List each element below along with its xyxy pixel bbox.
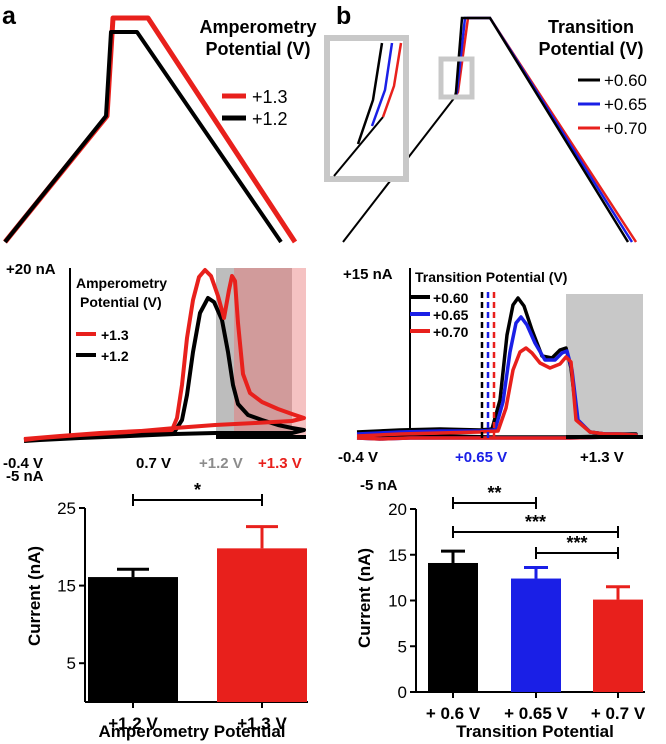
a-waveform-title-line2: Potential (V): [205, 39, 310, 59]
b-waveform-title-line1: Transition: [548, 17, 634, 37]
a-waveform-line-1.2: [3, 30, 283, 244]
bar-b-ytick-label: 15: [388, 546, 407, 565]
b-inset-line-0.70: [381, 42, 403, 118]
a-waveform-legend-label-1.2: +1.2: [252, 109, 288, 129]
b-waveform-legend-label-0.65: +0.65: [604, 95, 647, 114]
a-volt-y-bottom-label: -5 nA: [6, 468, 44, 485]
a-volt-x-label-start: -0.4 V: [3, 455, 43, 472]
b-volt-x-label-1.3: +1.3 V: [580, 449, 624, 466]
a-volt-legend-label-1.3: +1.3: [101, 327, 129, 343]
bar-b-category-0: + 0.6 V: [426, 704, 481, 723]
a-waveform-legend-label-1.3: +1.3: [252, 87, 288, 107]
b-volt-x-label-start: -0.4 V: [338, 449, 378, 466]
bar-a-bar-0: [88, 577, 178, 702]
a-volt-x-label-1.2: +1.2 V: [199, 455, 243, 472]
bar-b-ytick-label: 0: [398, 683, 407, 702]
a-volt-line-1.3: [23, 268, 306, 442]
a-voltammogram: +20 nA -5 nA -0.4 V 0.7 V +1.2 V +1.3 V …: [3, 261, 306, 485]
bar-a-category-0: +1.2 V: [108, 714, 158, 733]
b-volt-legend-title: Transition Potential (V): [415, 269, 567, 285]
b-waveform-legend-label-0.60: +0.60: [604, 71, 647, 90]
bar-a-ytick-label: 15: [57, 577, 76, 596]
bar-a-category-1: +1.3 V: [237, 714, 287, 733]
bar-b-sig-label-2: ***: [566, 533, 587, 553]
a-waveform: Amperometry Potential (V) +1.3 +1.2: [3, 15, 317, 244]
bar-b-bar-2: [593, 599, 643, 692]
a-volt-x-label-switch: 0.7 V: [136, 455, 171, 472]
a-volt-y-top-label: +20 nA: [6, 261, 56, 278]
b-waveform-line-0.60: [453, 16, 630, 243]
b-bar-chart: Current (nA) Transition Potential 0 5 10 15…: [355, 483, 646, 741]
bar-a-sig-label-0: *: [194, 480, 201, 500]
bar-a-bar-1: [217, 548, 307, 702]
bar-b-bar-1: [511, 578, 561, 692]
b-waveform: Transition Potential (V) +0.60 +0.65 +0.…: [324, 16, 647, 243]
a-volt-legend-title-line1: Amperometry: [76, 275, 167, 291]
a-volt-x-label-1.3: +1.3 V: [258, 455, 302, 472]
a-waveform-title-line1: Amperometry: [199, 17, 316, 37]
bar-b-category-1: + 0.65 V: [504, 704, 568, 723]
bar-b-ytick-label: 10: [388, 592, 407, 611]
b-volt-legend-label-0.60: +0.60: [433, 290, 469, 306]
b-waveform-legend-label-0.70: +0.70: [604, 119, 647, 138]
b-waveform-title-line2: Potential (V): [538, 39, 643, 59]
a-region-pink: [292, 268, 306, 437]
b-volt-legend-label-0.70: +0.70: [433, 324, 469, 340]
a-volt-line-1.2: [23, 296, 306, 443]
bar-b-sig-label-1: ***: [525, 512, 546, 532]
b-inset-line-0.60: [356, 42, 384, 145]
b-volt-legend-label-0.65: +0.65: [433, 307, 469, 323]
a-bar-xlabel: Amperometry Potential: [98, 722, 285, 741]
b-volt-y-bottom-label: -5 nA: [360, 477, 398, 494]
b-volt-line-0.70: [356, 346, 638, 441]
b-bar-ylabel: Current (nA): [355, 548, 374, 648]
bar-b-bar-0: [428, 562, 478, 692]
a-volt-legend-title-line2: Potential (V): [80, 294, 162, 310]
b-bar-xlabel: Transition Potential: [456, 722, 614, 741]
bar-b-ytick-label: 20: [388, 500, 407, 519]
b-inset-ramp: [333, 116, 384, 177]
b-waveform-zoom-box: [438, 56, 475, 100]
bar-b-sig-label-0: **: [487, 483, 501, 503]
bar-b-ytick-label: 5: [398, 637, 407, 656]
a-bar-chart: Current (nA) Amperometry Potential 5 15 25…: [25, 480, 308, 741]
b-inset-line-0.65: [370, 42, 394, 127]
b-voltammogram: +15 nA -5 nA -0.4 V +0.65 V +1.3 V Trans…: [338, 266, 643, 494]
bar-b-category-2: + 0.7 V: [591, 704, 646, 723]
a-bar-ylabel: Current (nA): [25, 546, 44, 646]
b-volt-x-label-0.65: +0.65 V: [455, 449, 507, 466]
b-inset-box: [324, 35, 409, 182]
panel-label-b: b: [336, 2, 351, 30]
b-volt-y-top-label: +15 nA: [343, 266, 393, 283]
bar-a-ytick-label: 5: [67, 654, 76, 673]
a-volt-legend-label-1.2: +1.2: [101, 348, 129, 364]
bar-a-ytick-label: 25: [57, 499, 76, 518]
panel-label-a: a: [2, 2, 17, 30]
